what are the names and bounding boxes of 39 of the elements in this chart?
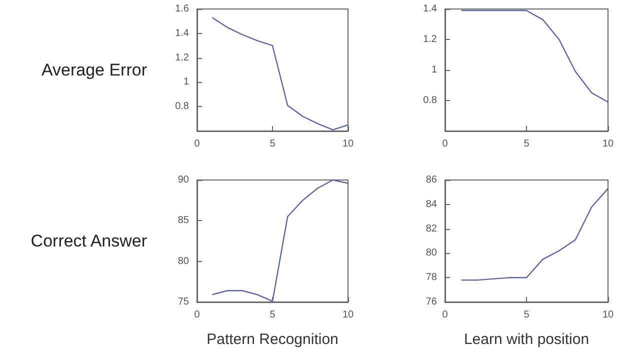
y-tick-label: 0.8: [423, 95, 438, 106]
x-tick-label: 5: [524, 138, 530, 150]
y-tick-label: 1.2: [175, 52, 190, 64]
y-tick-label: 80: [426, 248, 438, 259]
y-tick-label: 1.4: [175, 28, 190, 39]
y-tick-label: 1: [183, 76, 190, 88]
y-axis-title: Correct Answer: [30, 232, 148, 250]
y-tick-label: 82: [426, 223, 438, 234]
x-tick-label: 10: [602, 310, 614, 320]
x-axis-title: Learn with position: [464, 331, 590, 348]
x-tick-label: 0: [442, 138, 448, 150]
y-tick-label: 0.8: [175, 101, 190, 112]
x-tick-label: 10: [342, 138, 354, 150]
line-series: [460, 10, 609, 103]
x-tick-label: 10: [602, 138, 614, 150]
x-axis-title: Pattern Recognition: [206, 331, 338, 348]
y-tick-label: 80: [178, 256, 190, 267]
y-tick-label: 86: [426, 174, 438, 186]
x-tick-label: 0: [194, 138, 200, 150]
line-series: [212, 16, 349, 130]
x-tick-label: 5: [524, 310, 530, 320]
y-tick-label: 90: [178, 174, 190, 186]
line-series: [460, 188, 609, 281]
y-axis-title: Average Error: [41, 60, 148, 80]
y-tick-label: 1.4: [423, 4, 438, 14]
y-tick-label: 85: [178, 215, 190, 226]
x-tick-label: 5: [270, 138, 276, 150]
x-tick-label: 5: [270, 310, 276, 320]
y-tick-label: 84: [426, 198, 438, 210]
x-tick-label: 0: [442, 310, 448, 320]
y-tick-label: 1: [431, 64, 438, 76]
y-tick-label: 75: [178, 296, 190, 308]
x-tick-label: 10: [342, 310, 354, 320]
y-tick-label: 76: [426, 296, 438, 308]
y-tick-label: 78: [426, 272, 438, 284]
y-tick-label: 1.6: [175, 4, 190, 14]
x-tick-label: 0: [194, 310, 200, 320]
line-series: [212, 179, 349, 302]
y-tick-label: 1.2: [423, 34, 438, 45]
